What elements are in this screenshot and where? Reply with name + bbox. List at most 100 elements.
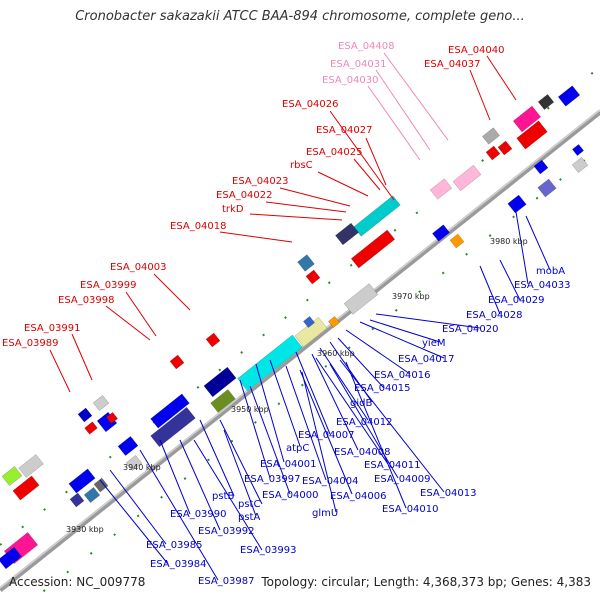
gene-feature [294, 316, 328, 348]
gene-label: ESA_04007 [298, 430, 355, 441]
leader-line [265, 201, 347, 213]
gene-feature [237, 334, 303, 392]
leader-line [515, 211, 529, 285]
gene-label: ESA_03992 [198, 526, 255, 537]
gene-feature [557, 85, 581, 107]
gene-feature [353, 195, 401, 237]
leader-line [219, 231, 293, 243]
kbp-tick-label: 3930 kbp [66, 525, 104, 534]
gene-label: ESA_03990 [170, 509, 227, 520]
leader-line [319, 347, 369, 421]
gene-label: ESA_04023 [232, 176, 289, 187]
leader-line [299, 369, 353, 495]
gene-label: ESA_03985 [146, 540, 203, 551]
gene-label: ESA_04040 [448, 45, 505, 56]
gene-label: ESA_04017 [398, 354, 455, 365]
gene-label: ESA_03993 [240, 545, 297, 556]
gene-feature [0, 546, 22, 570]
gene-label: ESA_03999 [80, 280, 137, 291]
gene-label: pstC [238, 499, 260, 510]
gene-label: ESA_03991 [24, 323, 81, 334]
gene-feature [516, 120, 548, 150]
kbp-tick-label: 3970 kbp [392, 292, 430, 301]
leader-line [109, 469, 167, 545]
leader-line [159, 439, 191, 515]
gene-feature [92, 395, 110, 411]
leader-line [223, 429, 257, 517]
gene-label: ESA_04011 [364, 460, 421, 471]
gene-label: ESA_04037 [424, 59, 481, 70]
gene-feature [117, 435, 139, 457]
topology-text: Topology: circular; Length: 4,368,373 bp… [261, 575, 591, 589]
gene-label: ESA_04015 [354, 383, 411, 394]
accession-text: Accession: NC_009778 [9, 575, 146, 589]
gene-label: trkD [222, 204, 244, 215]
leader-line [71, 333, 93, 381]
gene-feature [452, 164, 482, 192]
leader-line [359, 321, 445, 359]
gene-label: ESA_04029 [488, 295, 545, 306]
leader-line [317, 171, 369, 197]
gene-feature [93, 477, 109, 493]
leader-line [295, 351, 331, 435]
gene-feature [303, 316, 315, 328]
gene-feature [343, 283, 379, 315]
leader-line [153, 273, 191, 311]
leader-line [353, 158, 381, 191]
gene-feature [432, 224, 450, 242]
gene-label: ESA_03997 [244, 474, 301, 485]
gene-label: ESA_04031 [330, 59, 387, 70]
gene-feature [12, 475, 40, 501]
gene-label: ESA_03998 [58, 295, 115, 306]
gene-label: pstB [212, 491, 234, 502]
leader-line [365, 137, 387, 186]
gene-label: ESA_04408 [338, 41, 395, 52]
gene-label: ESA_04033 [514, 280, 571, 291]
kbp-tick-label: 3980 kbp [490, 237, 528, 246]
leader-line [337, 337, 385, 389]
leader-line [329, 110, 395, 201]
gene-label: ESA_04028 [466, 310, 523, 321]
leader-line [525, 215, 551, 271]
leader-line [486, 55, 517, 101]
gene-feature [84, 421, 98, 435]
leader-line [105, 305, 151, 341]
leader-line [249, 385, 291, 495]
gene-label: ESA_04010 [382, 504, 439, 515]
leader-line [369, 319, 441, 343]
gene-label: ESA_04001 [260, 459, 317, 470]
gene-label: glmU [312, 508, 338, 519]
leader-line [301, 371, 337, 513]
kbp-tick-label: 3960 kbp [317, 349, 355, 358]
gene-feature [572, 144, 584, 156]
inner-guide-dots [30, 147, 600, 600]
gene-label: ESA_03989 [2, 338, 59, 349]
kbp-tick-label: 3940 kbp [123, 463, 161, 472]
gene-label: gidB [350, 398, 372, 409]
gene-feature [537, 94, 555, 110]
gene-feature [533, 159, 549, 175]
gene-feature [449, 233, 465, 249]
gene-label: mobA [536, 266, 565, 277]
gene-feature [512, 105, 542, 133]
leader-line [469, 69, 491, 121]
gene-label: ESA_04030 [322, 75, 379, 86]
gene-feature [297, 254, 315, 272]
gene-label: ESA_04027 [316, 125, 373, 136]
gene-feature [210, 389, 236, 413]
leader-line [383, 52, 449, 141]
gene-feature [169, 354, 185, 370]
gene-feature [77, 407, 93, 423]
leader-line [375, 313, 481, 329]
leader-line [219, 419, 263, 505]
gene-feature [485, 145, 501, 161]
leader-line [179, 439, 221, 531]
leader-line [367, 85, 421, 161]
kbp-tick-label: 3950 kbp [231, 405, 269, 414]
gene-feature [350, 229, 396, 269]
gene-feature [305, 269, 321, 285]
gene-label: pstA [238, 512, 260, 523]
leader-line [479, 265, 501, 315]
